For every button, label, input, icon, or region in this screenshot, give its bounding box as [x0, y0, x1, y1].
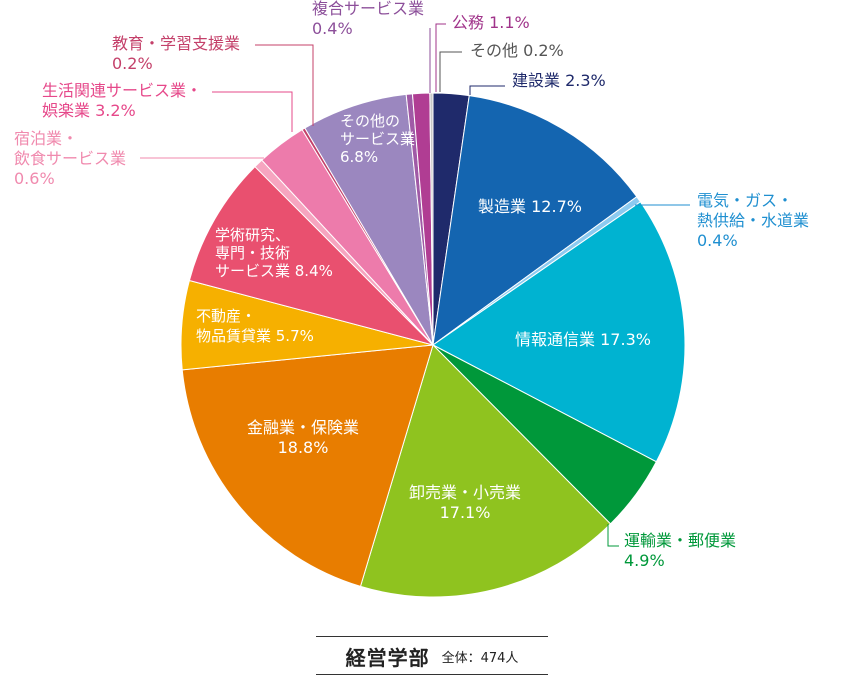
- pie-slice-5: [359, 344, 612, 598]
- slice-label-12: その他のサービス業 6.8%: [340, 112, 415, 166]
- leader-line-11: [255, 44, 314, 126]
- slice-labels: 建設業 2.3% 製造業 12.7% 電気・ガス・熱供給・水道業 0.4% 情報通信業 …: [14, 0, 809, 570]
- pie-slice-12: [304, 93, 434, 346]
- slice-label-5: 卸売業・小売業 17.1%: [409, 483, 521, 522]
- slice-label-7: 不動産・物品賃貸業 5.7%: [196, 307, 314, 345]
- pie-slice-15: [429, 92, 434, 346]
- slice-label-3: 情報通信業 17.3%: [515, 330, 651, 349]
- footer-bottom-rule: [316, 674, 548, 675]
- slice-label-0: 建設業 2.3%: [512, 71, 606, 90]
- total-count: 全体：474人: [441, 650, 519, 666]
- leader-line-4: [607, 524, 619, 547]
- leader-line-14: [435, 23, 446, 92]
- slice-label-10: 生活関連サービス業・娯楽業 3.2%: [42, 81, 202, 120]
- slice-label-6: 金融業・保険業 18.8%: [247, 418, 359, 457]
- faculty-title: 経営学部: [345, 645, 430, 670]
- pie-slice-8: [188, 165, 435, 346]
- slice-label-8: 学術研究、専門・技術サービス業 8.4%: [215, 226, 333, 280]
- pie-slice-6: [181, 344, 434, 587]
- slice-label-4: 運輸業・郵便業 4.9%: [624, 531, 736, 570]
- slice-label-14: 公務 1.1%: [452, 13, 530, 32]
- leader-line-10: [212, 91, 293, 132]
- chart-caption: 経営学部 全体：474人: [316, 640, 548, 672]
- slice-label-2: 電気・ガス・熱供給・水道業 0.4%: [697, 191, 809, 250]
- pie-slice-1: [432, 95, 638, 347]
- leader-line-0: [469, 85, 505, 95]
- pie-slices: [180, 92, 686, 598]
- footer-top-rule: [316, 636, 548, 637]
- slice-label-15: その他 0.2%: [470, 41, 564, 60]
- slice-label-1: 製造業 12.7%: [478, 197, 582, 216]
- slice-label-11: 教育・学習支援業 0.2%: [112, 34, 240, 73]
- slice-label-13: 複合サービス業 0.4%: [312, 0, 424, 38]
- slice-label-9: 宿泊業・飲食サービス業 0.6%: [14, 129, 126, 188]
- leader-line-15: [439, 51, 462, 92]
- pie-slice-3: [432, 201, 686, 463]
